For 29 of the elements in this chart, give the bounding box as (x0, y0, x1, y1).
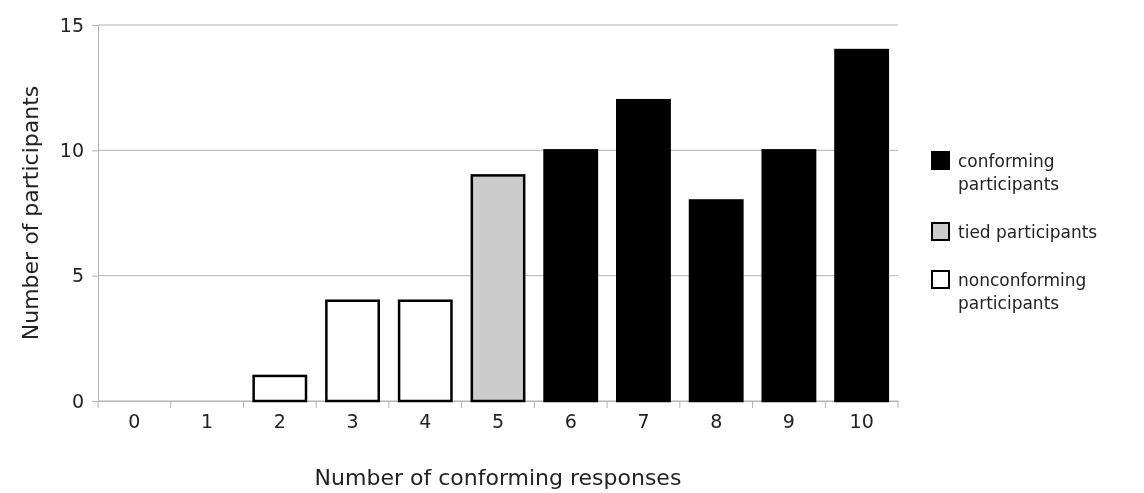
x-axis-title: Number of conforming responses (314, 465, 682, 490)
y-tick-label: 15 (59, 13, 84, 36)
bar (761, 149, 817, 403)
bar (543, 149, 599, 403)
x-tick-label: 7 (637, 410, 650, 433)
bar (325, 299, 380, 403)
bar (834, 48, 890, 403)
legend-label: conforming participants (958, 151, 1060, 194)
bar (616, 98, 671, 403)
legend-label: tied participants (958, 222, 1098, 242)
x-tick-label: 10 (849, 410, 874, 433)
legend-label: nonconforming participants (958, 270, 1087, 313)
x-tick-label: 0 (128, 410, 141, 433)
x-tick-label: 4 (419, 410, 432, 433)
bar (252, 374, 308, 403)
x-tick-label: 3 (346, 410, 359, 433)
x-tick-label: 1 (201, 410, 214, 433)
x-tick-label: 8 (710, 410, 723, 433)
bar (470, 174, 526, 403)
y-tick-label: 0 (71, 389, 84, 412)
x-tick-label: 5 (491, 410, 505, 433)
bar (397, 299, 453, 403)
y-axis-title: Number of participants (18, 85, 43, 341)
x-tick-label: 9 (782, 410, 795, 433)
y-tick-label: 5 (71, 264, 84, 287)
y-tick-label: 10 (59, 138, 84, 161)
x-tick-label: 2 (273, 410, 286, 433)
x-tick-label: 6 (564, 410, 577, 433)
bar (688, 199, 744, 403)
